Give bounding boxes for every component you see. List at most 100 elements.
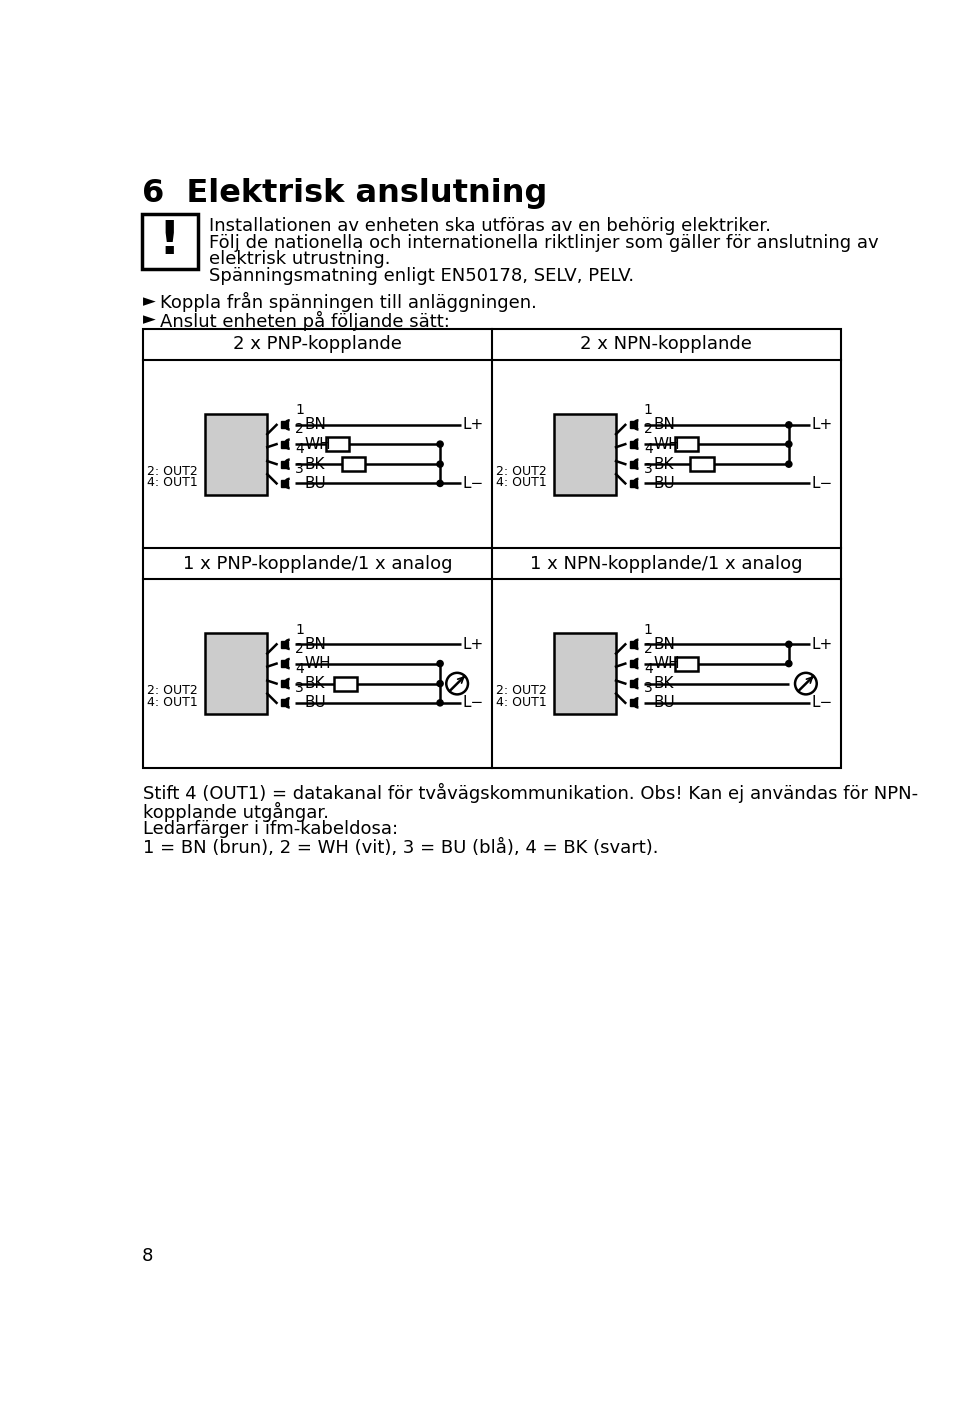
Circle shape: [785, 642, 792, 648]
Text: 1: 1: [644, 622, 653, 636]
Circle shape: [785, 462, 792, 467]
Bar: [281, 660, 288, 667]
Text: 4: OUT1: 4: OUT1: [496, 476, 546, 488]
Bar: [554, 413, 616, 494]
Text: 4: OUT1: 4: OUT1: [147, 476, 198, 488]
Text: BK: BK: [304, 676, 324, 692]
Text: 1 x PNP-kopplande/1 x analog: 1 x PNP-kopplande/1 x analog: [182, 555, 452, 572]
Text: elektrisk utrustning.: elektrisk utrustning.: [209, 250, 391, 268]
Circle shape: [437, 680, 444, 687]
Bar: [334, 677, 357, 690]
Text: Ledarfärger i ifm-kabeldosa:: Ledarfärger i ifm-kabeldosa:: [143, 821, 398, 838]
Text: 2: OUT2: 2: OUT2: [147, 464, 198, 477]
Bar: [630, 422, 636, 429]
Text: BN: BN: [653, 417, 675, 432]
Bar: [630, 700, 636, 706]
Text: L−: L−: [811, 696, 832, 710]
Bar: [205, 633, 267, 714]
Circle shape: [785, 660, 792, 666]
Text: BU: BU: [304, 696, 326, 710]
Bar: [630, 660, 636, 667]
Text: Spänningsmatning enligt EN50178, SELV, PELV.: Spänningsmatning enligt EN50178, SELV, P…: [209, 267, 635, 285]
Bar: [281, 700, 288, 706]
Bar: [630, 680, 636, 687]
Bar: [281, 460, 288, 467]
Text: 2: 2: [644, 422, 653, 436]
Text: BU: BU: [304, 476, 326, 491]
Bar: [554, 633, 616, 714]
Circle shape: [785, 442, 792, 447]
Circle shape: [795, 673, 817, 694]
Text: 1: 1: [644, 403, 653, 417]
Text: L+: L+: [463, 417, 484, 432]
Bar: [281, 480, 288, 487]
Text: 2 x NPN-kopplande: 2 x NPN-kopplande: [581, 335, 753, 354]
Text: kopplande utgångar.: kopplande utgångar.: [143, 802, 329, 822]
Circle shape: [437, 660, 444, 666]
Bar: [675, 656, 698, 670]
Text: 2 x PNP-kopplande: 2 x PNP-kopplande: [233, 335, 402, 354]
Bar: [281, 422, 288, 429]
Text: BK: BK: [304, 457, 324, 471]
Text: L−: L−: [463, 696, 484, 710]
Text: ►: ►: [143, 293, 156, 310]
Text: BN: BN: [304, 636, 326, 652]
Text: L+: L+: [463, 636, 484, 652]
Text: 2: 2: [295, 642, 304, 656]
Text: BU: BU: [653, 696, 675, 710]
Text: Installationen av enheten ska utföras av en behörig elektriker.: Installationen av enheten ska utföras av…: [209, 217, 771, 234]
Text: 1: 1: [295, 403, 304, 417]
Text: ►: ►: [143, 311, 156, 328]
Text: 8: 8: [142, 1247, 153, 1265]
Circle shape: [437, 462, 444, 467]
Text: 4: 4: [295, 443, 304, 456]
Bar: [326, 437, 349, 452]
Text: Koppla från spänningen till anläggningen.: Koppla från spänningen till anläggningen…: [160, 293, 538, 312]
Text: Följ de nationella och internationella riktlinjer som gäller för anslutning av: Följ de nationella och internationella r…: [209, 233, 878, 251]
Bar: [675, 437, 698, 452]
Bar: [630, 460, 636, 467]
Text: 2: OUT2: 2: OUT2: [147, 684, 198, 697]
Text: L+: L+: [811, 417, 832, 432]
Bar: [143, 329, 841, 768]
Text: 1 x NPN-kopplande/1 x analog: 1 x NPN-kopplande/1 x analog: [530, 555, 803, 572]
Text: 1 = BN (brun), 2 = WH (vit), 3 = BU (blå), 4 = BK (svart).: 1 = BN (brun), 2 = WH (vit), 3 = BU (blå…: [143, 839, 659, 856]
Text: BK: BK: [653, 457, 674, 471]
Text: 4: 4: [644, 662, 653, 676]
Text: WH: WH: [653, 436, 680, 452]
Text: BN: BN: [653, 636, 675, 652]
Text: 3: 3: [644, 462, 653, 476]
Bar: [281, 680, 288, 687]
Text: L−: L−: [463, 476, 484, 491]
Bar: [630, 440, 636, 447]
Bar: [281, 440, 288, 447]
Text: L+: L+: [811, 636, 832, 652]
Text: Anslut enheten på följande sätt:: Anslut enheten på följande sätt:: [160, 311, 450, 331]
Text: WH: WH: [653, 656, 680, 672]
Bar: [205, 413, 267, 494]
Text: 2: 2: [295, 422, 304, 436]
Circle shape: [437, 700, 444, 706]
Bar: [342, 457, 365, 471]
Text: 2: OUT2: 2: OUT2: [496, 684, 546, 697]
Bar: [630, 640, 636, 648]
Text: Stift 4 (OUT1) = datakanal för tvåvägskommunikation. Obs! Kan ej användas för NP: Stift 4 (OUT1) = datakanal för tvåvägsko…: [143, 784, 919, 804]
Text: 3: 3: [295, 682, 304, 696]
Text: 4: 4: [644, 443, 653, 456]
Circle shape: [785, 422, 792, 427]
Text: 3: 3: [295, 462, 304, 476]
Text: 1: 1: [295, 622, 304, 636]
Text: 4: OUT1: 4: OUT1: [496, 696, 546, 709]
Bar: [142, 213, 198, 268]
Bar: [281, 640, 288, 648]
Bar: [630, 480, 636, 487]
Text: !: !: [158, 219, 180, 264]
Text: 2: 2: [644, 642, 653, 656]
Text: 3: 3: [644, 682, 653, 696]
Text: 4: 4: [295, 662, 304, 676]
Text: 2: OUT2: 2: OUT2: [496, 464, 546, 477]
Text: BU: BU: [653, 476, 675, 491]
Text: BK: BK: [653, 676, 674, 692]
Text: L−: L−: [811, 476, 832, 491]
Text: 4: OUT1: 4: OUT1: [147, 696, 198, 709]
